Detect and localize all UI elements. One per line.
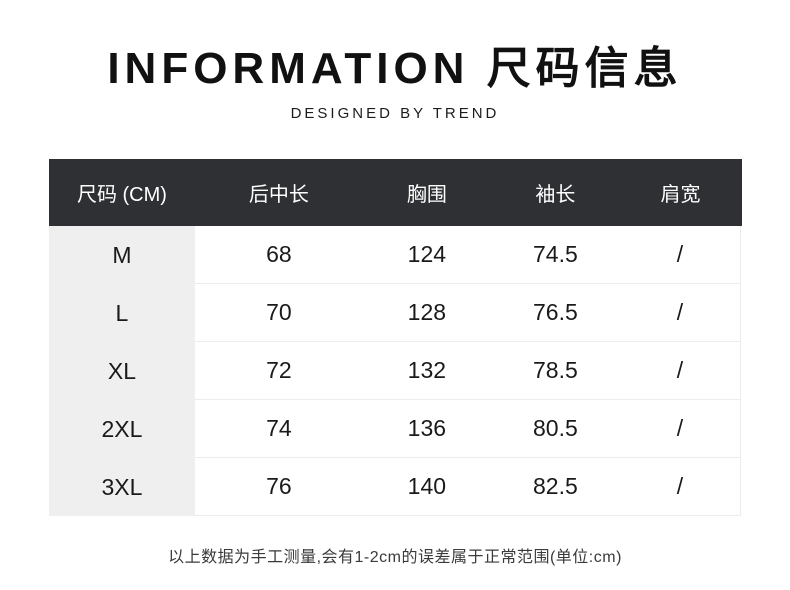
table-row-xl: XL 72 132 78.5 / [48, 342, 742, 401]
sleeve-length-cell: 78.5 [491, 342, 620, 401]
shoulder-width-cell: / [619, 284, 742, 343]
shoulder-width-cell: / [619, 226, 742, 285]
size-label-cell: L [48, 284, 196, 343]
column-header-size: 尺码 (CM) [76, 184, 167, 207]
back-length-cell: 74 [195, 400, 363, 459]
designed-by-subtitle: DESIGNED BY TREND [290, 105, 500, 123]
size-info-title: INFORMATION 尺码信息 [107, 44, 683, 93]
bust-cell: 140 [362, 458, 492, 517]
back-length-cell: 76 [195, 458, 363, 517]
size-label-cell: M [48, 226, 196, 285]
table-row-2xl: 2XL 74 136 80.5 / [48, 400, 742, 459]
back-length-cell: 70 [195, 284, 363, 343]
shoulder-width-cell: / [619, 458, 742, 517]
sleeve-length-cell: 82.5 [491, 458, 620, 517]
table-header-row: 尺码 (CM) 后中长 胸围 袖长 肩宽 [48, 159, 742, 227]
sleeve-length-cell: 80.5 [491, 400, 620, 459]
sleeve-length-cell: 74.5 [491, 226, 620, 285]
bust-cell: 128 [362, 284, 492, 343]
back-length-cell: 68 [195, 226, 363, 285]
column-header-bust: 胸围 [406, 184, 447, 207]
back-length-cell: 72 [195, 342, 363, 401]
size-label-cell: 3XL [48, 458, 196, 517]
size-chart-table: 尺码 (CM) 后中长 胸围 袖长 肩宽 M 68 124 74.5 / L 7… [48, 159, 742, 517]
column-header-back-length: 后中长 [248, 184, 309, 207]
column-header-shoulder-width: 肩宽 [660, 184, 701, 207]
shoulder-width-cell: / [619, 400, 742, 459]
size-label-cell: 2XL [48, 400, 196, 459]
table-row-3xl: 3XL 76 140 82.5 / [48, 458, 742, 517]
bust-cell: 136 [362, 400, 492, 459]
table-row-m: M 68 124 74.5 / [48, 226, 742, 285]
size-label-cell: XL [48, 342, 196, 401]
title-block: INFORMATION 尺码信息 DESIGNED BY TREND [0, 0, 790, 122]
bust-cell: 132 [362, 342, 492, 401]
bust-cell: 124 [362, 226, 492, 285]
shoulder-width-cell: / [619, 342, 742, 401]
measurement-note: 以上数据为手工测量,会有1-2cm的误差属于正常范围(单位:cm) [168, 549, 622, 567]
sleeve-length-cell: 76.5 [491, 284, 620, 343]
table-row-l: L 70 128 76.5 / [48, 284, 742, 343]
column-header-sleeve-length: 袖长 [535, 184, 576, 207]
